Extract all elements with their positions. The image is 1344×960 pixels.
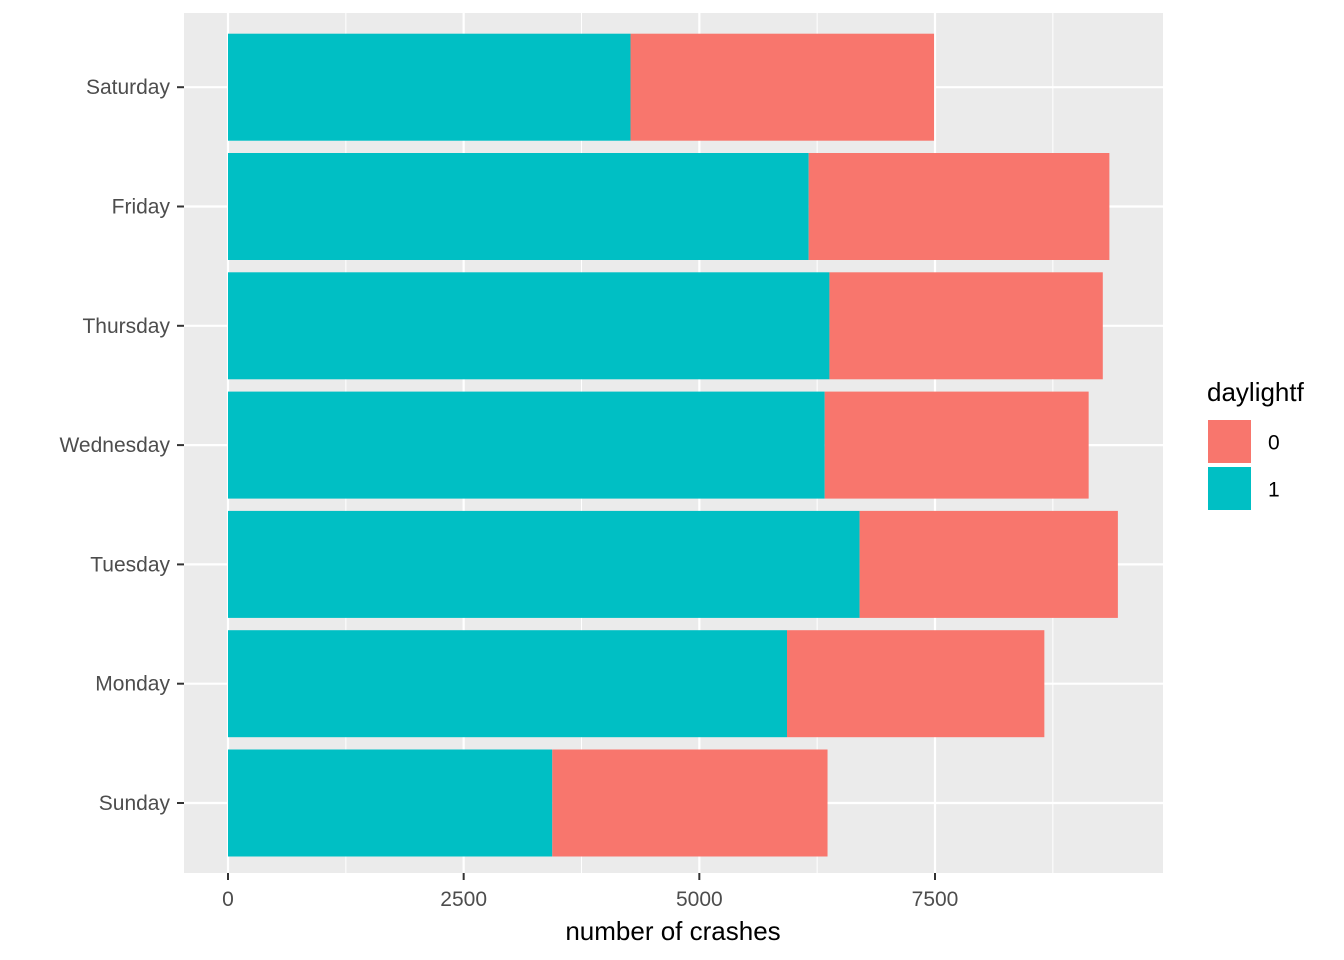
bar-wednesday-0 <box>824 391 1089 499</box>
legend-label-1: 1 <box>1268 479 1280 502</box>
bar-thursday-0 <box>829 272 1103 380</box>
legend: daylightf 0 1 <box>1207 377 1305 510</box>
legend-label-0: 0 <box>1268 432 1280 455</box>
bar-tuesday-1 <box>228 510 860 618</box>
bar-monday-0 <box>787 630 1045 738</box>
bar-monday-1 <box>228 630 788 738</box>
y-tick-label: Friday <box>112 196 171 219</box>
x-tick-label: 7500 <box>912 888 959 911</box>
bars <box>228 33 1118 857</box>
bar-wednesday-1 <box>228 391 825 499</box>
bar-saturday-0 <box>630 33 935 141</box>
y-tick-label: Tuesday <box>90 553 170 576</box>
bar-sunday-1 <box>228 749 553 857</box>
y-axis: Sunday Monday Tuesday Wednesday Thursday Frid… <box>59 76 184 815</box>
bar-friday-1 <box>228 153 809 260</box>
y-tick-label: Monday <box>95 673 170 696</box>
legend-key-1 <box>1208 467 1251 510</box>
x-axis: 0 2500 5000 7500 <box>222 873 958 911</box>
bar-friday-0 <box>808 153 1110 260</box>
bar-sunday-0 <box>552 749 828 857</box>
bar-tuesday-0 <box>859 510 1118 618</box>
legend-title: daylightf <box>1207 377 1305 407</box>
x-tick-label: 2500 <box>440 888 487 911</box>
bar-saturday-1 <box>228 33 631 141</box>
bar-thursday-1 <box>228 272 830 380</box>
y-tick-label: Sunday <box>99 792 171 815</box>
y-tick-label: Saturday <box>86 76 171 99</box>
x-tick-label: 0 <box>222 888 234 911</box>
legend-key-0 <box>1208 420 1251 463</box>
x-axis-title: number of crashes <box>565 916 780 946</box>
y-tick-label: Thursday <box>82 315 170 338</box>
y-tick-label: Wednesday <box>59 434 170 457</box>
x-tick-label: 5000 <box>676 888 723 911</box>
